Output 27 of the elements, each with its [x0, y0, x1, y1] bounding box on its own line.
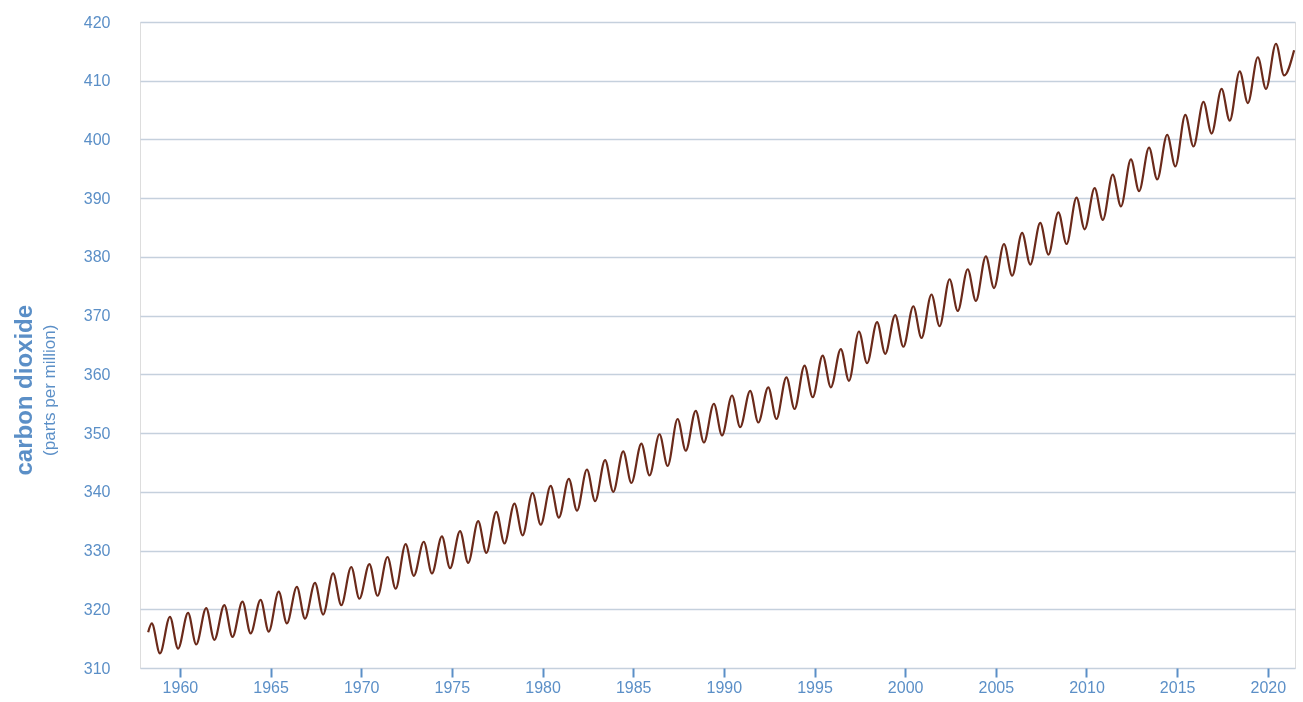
y-tick-label: 400 [83, 130, 111, 148]
x-tick-label: 1975 [434, 678, 471, 696]
x-tick-label: 2010 [1069, 678, 1105, 696]
y-tick-label: 350 [83, 424, 111, 442]
x-tick-label: 1965 [253, 678, 289, 696]
y-tick-label: 380 [83, 248, 111, 266]
y-tick-label: 330 [83, 542, 111, 560]
y-tick-label: 310 [83, 659, 111, 677]
y-tick-label: 410 [83, 72, 111, 90]
x-tick-label: 2015 [1159, 678, 1196, 696]
x-tick-label: 1980 [525, 678, 561, 696]
x-tick-label: 2000 [887, 678, 924, 696]
line-series [147, 42, 1296, 655]
y-axis-title: carbon dioxide (parts per million) [10, 304, 59, 476]
y-tick-label: 370 [83, 307, 111, 325]
x-tick-label: 2005 [978, 678, 1015, 696]
y-tick-label: 360 [83, 365, 111, 383]
y-tick-label: 420 [83, 13, 111, 31]
x-tick-label: 1985 [615, 678, 652, 696]
y-tick-label: 390 [83, 189, 111, 207]
x-tick-label: 1990 [706, 678, 743, 696]
x-tick-label: 1970 [343, 678, 380, 696]
x-tick-label: 1960 [162, 678, 199, 696]
y-tick-label: 340 [83, 483, 111, 501]
y-tick-label: 320 [83, 600, 111, 618]
x-tick-label: 1995 [797, 678, 833, 696]
x-tick-label: 2020 [1250, 678, 1287, 696]
